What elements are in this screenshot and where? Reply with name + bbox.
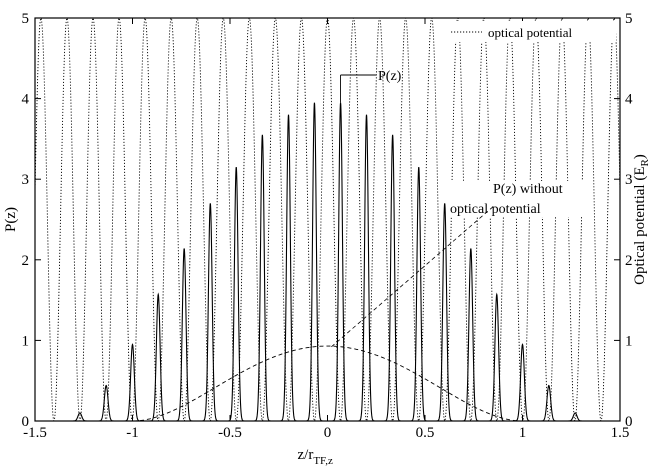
series-p-z-without-optical-potential	[35, 345, 620, 421]
y-tick-label-left: 4	[22, 92, 30, 108]
x-tick-label: -1.5	[23, 425, 47, 441]
y-tick-label-left: 1	[22, 333, 30, 349]
y-tick-label-right: 3	[625, 172, 633, 188]
x-axis-title: z/rTF,z	[298, 447, 334, 466]
x-tick-label: 1	[519, 425, 527, 441]
y-axis-title-right-close: )	[632, 154, 648, 159]
y-tick-label-right: 5	[625, 11, 633, 27]
series-optical-potential	[35, 18, 620, 421]
y-tick-label-left: 3	[22, 172, 30, 188]
plot-frame	[34, 17, 621, 422]
annotation-tf-line1: P(z) without	[493, 182, 563, 197]
y-tick-label-left: 2	[22, 253, 30, 269]
y-axis-title-right: Optical potential (ER)	[632, 154, 651, 285]
y-tick-label-left: 0	[22, 414, 30, 430]
legend-box	[446, 21, 616, 42]
y-axis-title-right-main: Optical potential (E	[632, 167, 648, 285]
y-tick-label-right: 1	[625, 333, 633, 349]
y-tick-label-right: 2	[625, 253, 633, 269]
x-tick-label: -1	[126, 425, 139, 441]
y-axis-title-left: P(z)	[3, 207, 19, 232]
y-tick-label-right: 0	[625, 414, 633, 430]
annotation-p-z: P(z)	[378, 69, 402, 84]
x-tick-label: 0.5	[416, 425, 435, 441]
series-p-z	[35, 102, 620, 421]
y-axis-title-right-sub: R	[639, 159, 651, 167]
legend-label: optical potential	[488, 25, 573, 40]
x-axis-title-main: z/r	[298, 447, 314, 463]
x-tick-label: 0	[324, 425, 332, 441]
y-tick-label-left: 5	[22, 11, 30, 27]
annotation-tf-line2: optical potential	[450, 202, 541, 217]
x-tick-label: 1.5	[611, 425, 630, 441]
x-axis-title-sub: TF,z	[313, 455, 333, 466]
y-tick-label-right: 4	[625, 92, 633, 108]
annotation-bg	[448, 181, 588, 217]
annotation-tf-leader	[331, 204, 496, 348]
x-tick-label: -0.5	[218, 425, 242, 441]
